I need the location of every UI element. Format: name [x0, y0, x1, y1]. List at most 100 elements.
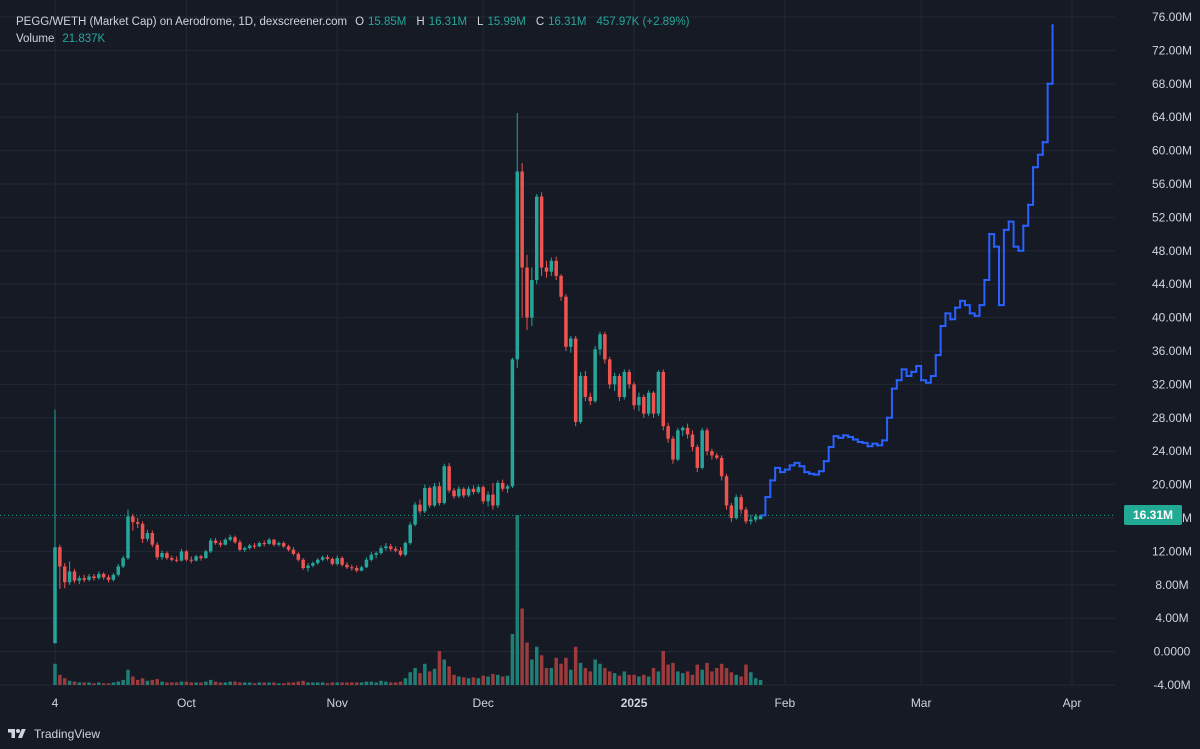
line-series-point	[973, 314, 976, 318]
candle-body	[671, 438, 675, 460]
candle	[369, 552, 374, 562]
line-series-point	[895, 379, 899, 382]
line-series-point	[798, 465, 801, 468]
candle-body	[233, 537, 237, 543]
candle-body	[106, 577, 111, 580]
candle	[466, 486, 471, 498]
y-tick-label: 32.00M	[1152, 377, 1192, 391]
candle-body	[753, 516, 758, 520]
x-tick-label: Apr	[1063, 696, 1082, 710]
candle-body	[471, 488, 476, 493]
volume-bar	[578, 662, 583, 685]
candle-body	[194, 556, 198, 561]
volume-bar	[53, 663, 57, 685]
candle-body	[53, 547, 57, 644]
volume-bar	[87, 682, 91, 685]
volume-bar	[330, 682, 335, 685]
volume-bar	[457, 676, 461, 685]
line-series	[760, 24, 1054, 517]
volume-bar	[427, 671, 432, 685]
candle-body	[369, 554, 374, 560]
line-series-point	[905, 374, 908, 378]
volume-bar	[651, 668, 656, 685]
candle	[500, 479, 505, 492]
volume-bar	[403, 678, 408, 685]
candle-body	[749, 519, 753, 522]
candle-body	[325, 557, 330, 559]
candle-body	[476, 487, 481, 493]
line-series-point	[963, 303, 967, 307]
volume-bar	[695, 664, 700, 685]
volume-bar	[316, 682, 320, 685]
candle	[481, 485, 485, 504]
candle	[364, 557, 369, 569]
candle-body	[281, 543, 286, 547]
candle	[135, 518, 140, 529]
candle-body	[690, 434, 695, 448]
candle	[588, 392, 593, 406]
candle-body	[491, 494, 495, 506]
y-tick-label: 0.0000	[1154, 645, 1191, 659]
candle	[374, 551, 378, 559]
candle-body	[116, 566, 121, 575]
x-tick-label: Feb	[775, 696, 796, 710]
candle-body	[320, 557, 325, 560]
volume-bar	[758, 679, 763, 685]
candle	[296, 552, 301, 562]
candle	[471, 485, 476, 495]
x-axis[interactable]: 4 Oct Nov Dec 2025 Feb Mar Apr	[52, 696, 1082, 710]
volume-bar	[296, 681, 301, 685]
candle	[58, 544, 62, 589]
candle-body	[569, 338, 573, 347]
candle	[145, 529, 150, 542]
tradingview-attribution[interactable]: TradingView	[6, 724, 100, 744]
candle	[345, 562, 349, 569]
volume-bar	[442, 659, 447, 685]
volume-bar	[676, 671, 680, 685]
candle-body	[457, 488, 461, 497]
line-series-point	[929, 374, 933, 378]
candle	[111, 573, 116, 582]
volume-bar	[155, 679, 159, 685]
candle	[77, 575, 82, 584]
candle-body	[316, 559, 320, 564]
line-series-point	[773, 466, 777, 470]
candle	[277, 541, 281, 547]
candle-body	[573, 338, 578, 422]
candle-body	[729, 505, 734, 518]
candle	[549, 257, 554, 276]
candle	[408, 522, 412, 545]
volume-bar	[350, 682, 354, 685]
y-axis[interactable]: 76.00M 72.00M 68.00M 64.00M 60.00M 56.00M 52.0…	[1152, 10, 1192, 692]
candle	[106, 574, 111, 583]
candle-body	[155, 544, 159, 558]
candle-body	[311, 563, 315, 566]
volume-bar	[583, 668, 588, 685]
candle	[67, 561, 72, 585]
line-series-point	[851, 438, 855, 441]
candle-body	[97, 573, 101, 579]
grid-lines	[0, 0, 1115, 686]
candle	[238, 539, 242, 552]
candle-body	[666, 426, 670, 439]
volume-bar	[617, 675, 622, 685]
candle-body	[111, 574, 116, 580]
volume-bar	[749, 672, 753, 685]
candle-body	[359, 567, 364, 571]
volume-bar	[306, 682, 310, 685]
volume-bar	[62, 678, 67, 685]
volume-bar	[734, 674, 738, 685]
volume-bar	[603, 668, 607, 685]
line-series-point	[992, 245, 996, 248]
line-series-point	[900, 368, 903, 371]
candle	[213, 538, 218, 545]
candle-body	[257, 543, 262, 547]
candle	[301, 558, 305, 570]
candle-body	[603, 334, 607, 360]
candle-body	[140, 523, 145, 539]
volume-bar	[666, 664, 670, 685]
volume-bar	[598, 663, 602, 685]
candle-body	[199, 556, 203, 559]
x-tick-label: 2025	[621, 696, 648, 710]
